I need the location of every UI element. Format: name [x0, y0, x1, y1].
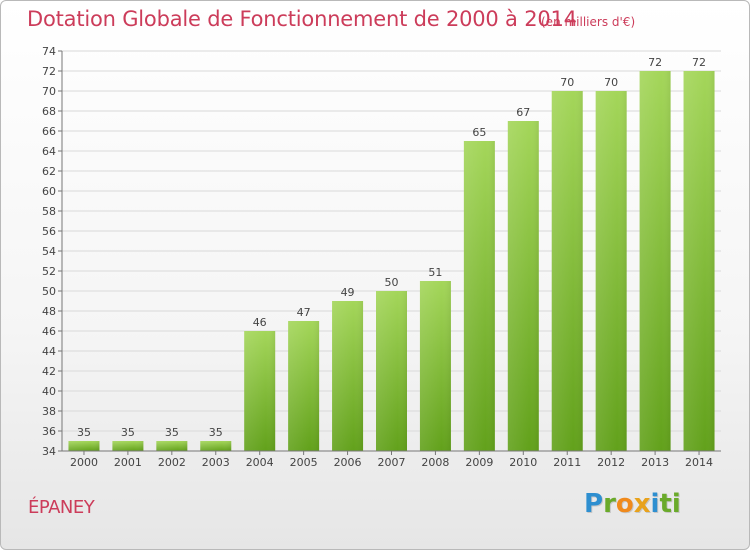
bar-value-label: 47 [297, 306, 311, 319]
y-tick-label: 50 [42, 285, 56, 298]
logo-letter: P [584, 489, 604, 519]
bar-value-label: 51 [428, 266, 442, 279]
bar-shade [288, 321, 320, 451]
y-tick-label: 62 [42, 165, 56, 178]
bar-shade [507, 121, 539, 451]
logo-letter: x [633, 489, 651, 519]
y-tick-label: 44 [42, 345, 56, 358]
bar-shade [112, 441, 144, 451]
y-tick-label: 56 [42, 225, 56, 238]
y-tick-label: 60 [42, 185, 56, 198]
y-tick-label: 38 [42, 405, 56, 418]
labels: 34 36 38 40 42 44 46 48 50 52 54 56 58 60 62 64 66 68 70 72… [42, 45, 713, 469]
bar-value-label: 70 [604, 76, 618, 89]
y-tick-label: 58 [42, 205, 56, 218]
y-tick-label: 42 [42, 365, 56, 378]
y-tick-label: 46 [42, 325, 56, 338]
x-tick-label: 2005 [290, 456, 318, 469]
y-tick-label: 52 [42, 265, 56, 278]
x-tick-label: 2001 [114, 456, 142, 469]
axes [58, 50, 721, 455]
bar-shade [244, 331, 276, 451]
bar-shade [68, 441, 100, 451]
x-tick-label: 2013 [641, 456, 669, 469]
logo-letter: t [659, 489, 672, 519]
bar-value-label: 65 [472, 126, 486, 139]
bar-shade [683, 71, 715, 451]
logo-letter: r [603, 489, 616, 519]
chart-title: Dotation Globale de Fonctionnement de 20… [27, 7, 577, 31]
bar-value-label: 70 [560, 76, 574, 89]
y-tick-label: 66 [42, 125, 56, 138]
bar-shade [551, 91, 583, 451]
bar-value-label: 49 [341, 286, 355, 299]
x-tick-label: 2006 [334, 456, 362, 469]
x-tick-label: 2010 [509, 456, 537, 469]
y-tick-label: 64 [42, 145, 56, 158]
y-tick-label: 40 [42, 385, 56, 398]
bar-shade [376, 291, 407, 451]
bar-shade [639, 71, 671, 451]
bar-value-label: 67 [516, 106, 530, 119]
bar-shade [463, 141, 495, 451]
bar-value-label: 35 [121, 426, 135, 439]
x-tick-label: 2000 [70, 456, 98, 469]
logo-letter: i [650, 489, 660, 519]
y-tick-label: 48 [42, 305, 56, 318]
commune-name: ÉPANEY [28, 497, 95, 518]
x-tick-label: 2012 [597, 456, 625, 469]
bar-value-label: 50 [385, 276, 399, 289]
bar-value-label: 35 [209, 426, 223, 439]
y-tick-label: 70 [42, 85, 56, 98]
logo-letter: o [615, 489, 634, 519]
bar-value-label: 72 [648, 56, 662, 69]
x-tick-label: 2004 [246, 456, 274, 469]
y-tick-label: 72 [42, 65, 56, 78]
x-tick-label: 2008 [421, 456, 449, 469]
x-tick-label: 2014 [685, 456, 713, 469]
bar-shade [419, 281, 451, 451]
bar-shade [200, 441, 232, 451]
y-tick-label: 54 [42, 245, 56, 258]
bar-value-label: 46 [253, 316, 267, 329]
y-tick-label: 68 [42, 105, 56, 118]
x-tick-label: 2002 [158, 456, 186, 469]
x-tick-label: 2007 [378, 456, 406, 469]
bars [68, 71, 715, 451]
bar-value-label: 35 [165, 426, 179, 439]
y-tick-label: 34 [42, 445, 56, 458]
unit-note: (en milliers d'€) [541, 15, 636, 29]
bar-value-label: 35 [77, 426, 91, 439]
bar-shade [595, 91, 627, 451]
logo-letter: i [671, 489, 681, 519]
x-tick-label: 2011 [553, 456, 581, 469]
x-tick-label: 2003 [202, 456, 230, 469]
proxiti-logo: Proxiti [584, 489, 681, 519]
x-tick-label: 2009 [465, 456, 493, 469]
bar-shade [156, 441, 188, 451]
y-tick-label: 74 [42, 45, 56, 58]
bar-value-label: 72 [692, 56, 706, 69]
y-tick-label: 36 [42, 425, 56, 438]
bar-shade [332, 301, 364, 451]
